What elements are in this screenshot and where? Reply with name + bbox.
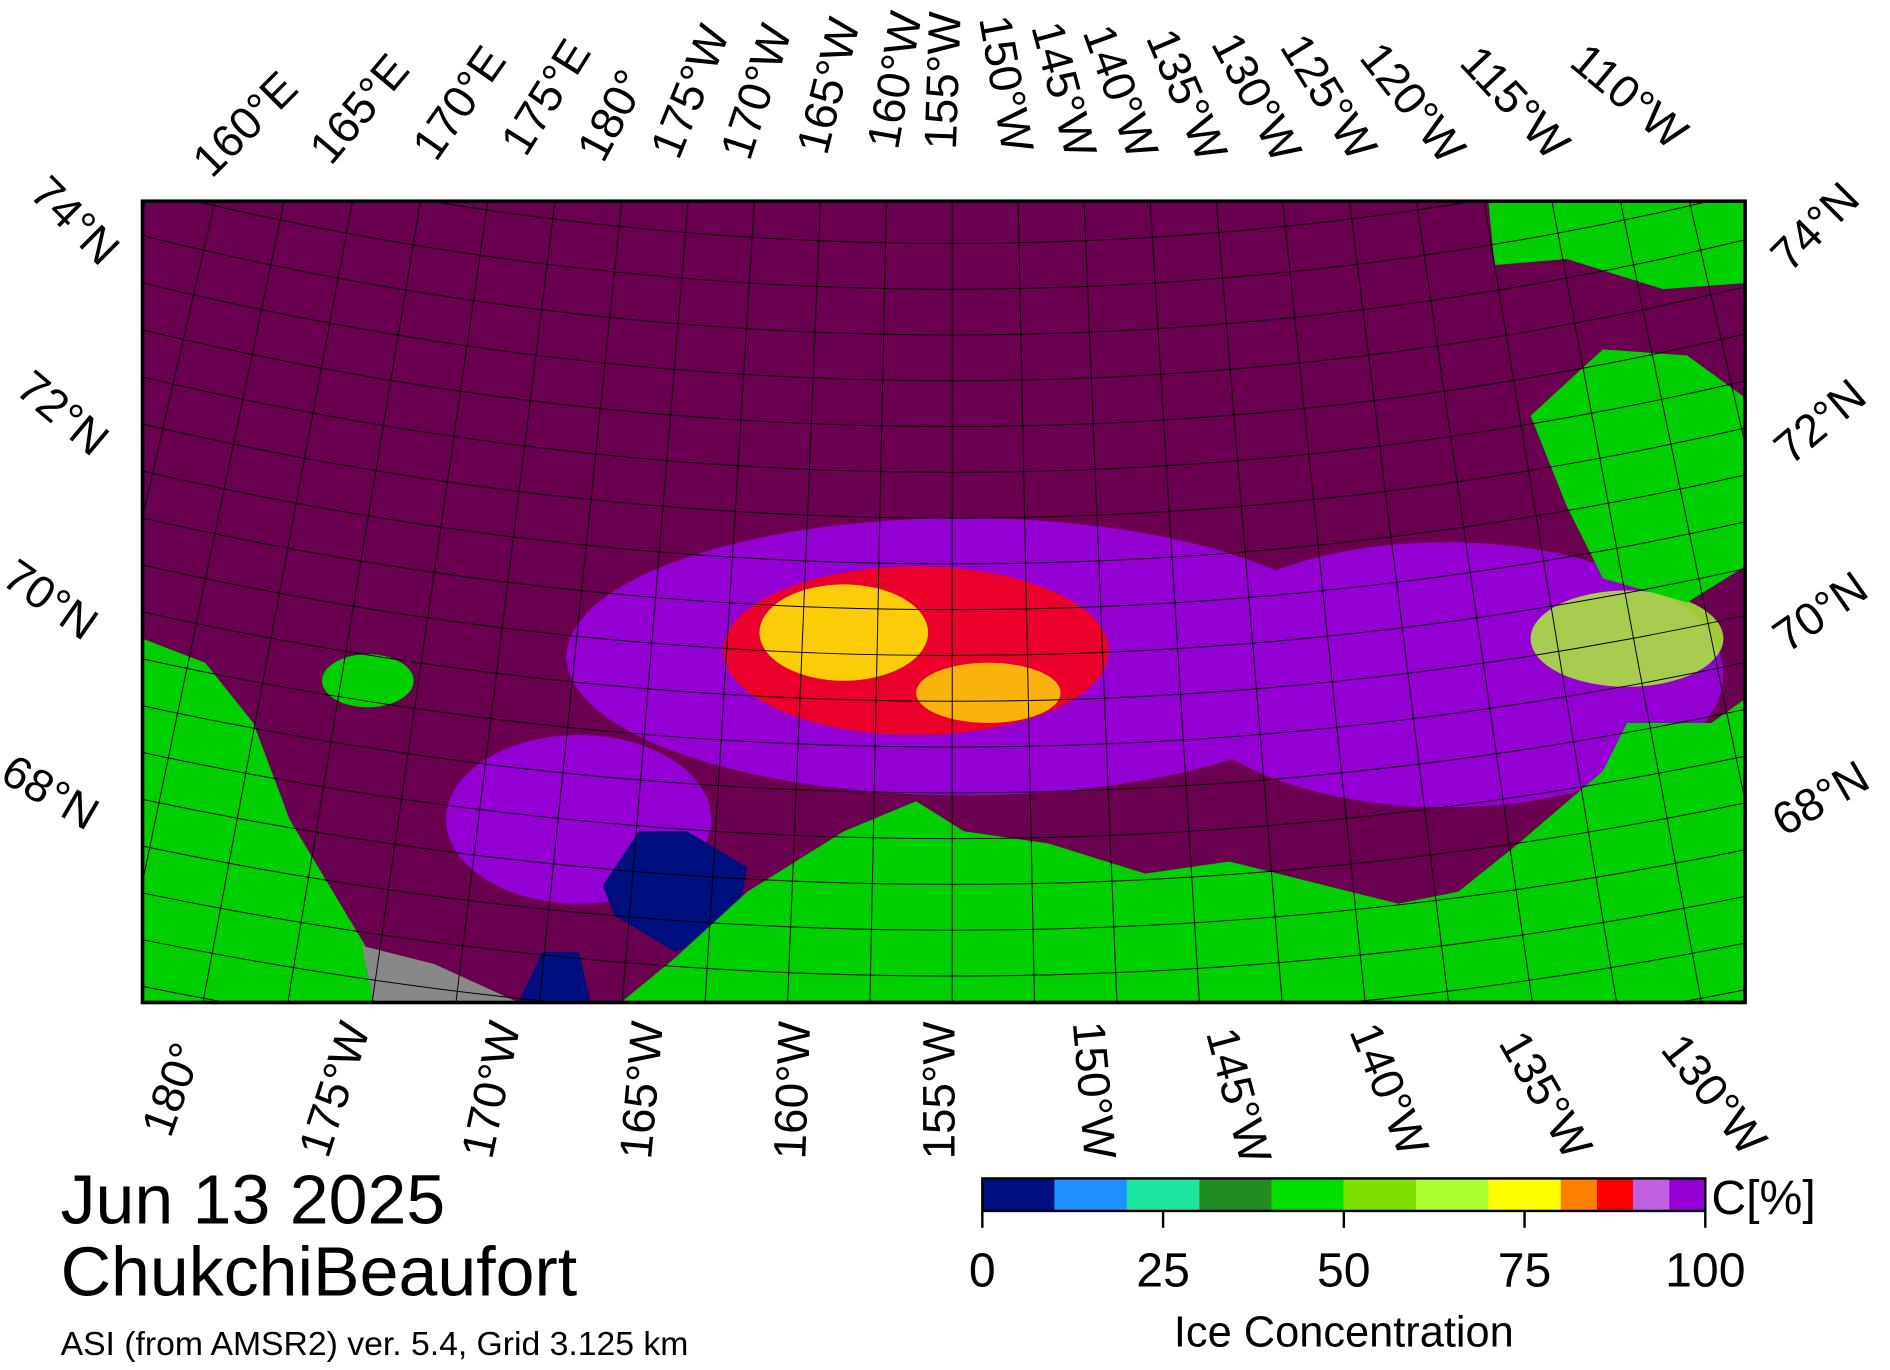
meridian: [142, 201, 285, 885]
lagoon: [518, 951, 591, 1003]
land: [620, 698, 1746, 1003]
meridian: [1746, 0, 1890, 1056]
meridian: [1805, 0, 1890, 1032]
meridian: [1215, 201, 1283, 1003]
colorbar-label: Ice Concentration: [1174, 1309, 1514, 1357]
meridian: [704, 201, 755, 1003]
meridian: [869, 201, 887, 1003]
colorbar-segment: [1596, 1178, 1634, 1211]
top-label: 155°W: [915, 10, 971, 150]
meridian: [287, 201, 421, 1003]
meridian: [1349, 201, 1450, 1003]
island: [1530, 349, 1746, 603]
colorbar-tick-label: 50: [1317, 1243, 1371, 1297]
colorbar-segment: [1054, 1178, 1127, 1211]
region: ChukchiBeaufort: [61, 1233, 578, 1311]
top-label: 110°W: [1561, 33, 1697, 159]
meridian: [202, 201, 354, 1003]
top-label: 115°W: [1451, 36, 1581, 170]
bottom-label: 155°W: [914, 1021, 965, 1160]
bottom-label: 145°W: [1196, 1022, 1281, 1169]
land-mask: [361, 945, 519, 1003]
colorbar-tick-label: 75: [1498, 1243, 1552, 1297]
colorbar-segment: [1633, 1178, 1670, 1211]
colorbar-segment: [1343, 1178, 1417, 1211]
bottom-label: 140°W: [1340, 1016, 1439, 1164]
left-label: 72°N: [7, 361, 118, 466]
ice-high: [759, 584, 929, 681]
colorbar-segment: [1126, 1178, 1200, 1211]
meridian: [371, 201, 489, 1003]
colorbar-tick-label: 25: [1136, 1243, 1190, 1297]
meridian: [621, 201, 689, 1003]
bottom-label: 160°W: [764, 1020, 820, 1160]
colorbar-frame: [981, 1177, 1707, 1213]
colorbar-segment: [1271, 1178, 1344, 1211]
meridian: [455, 201, 556, 1003]
bottom-label: 170°W: [452, 1016, 531, 1162]
right-label: 68°N: [1763, 751, 1877, 846]
left-label: 70°N: [0, 549, 107, 649]
map-frame: [140, 199, 1747, 1005]
colorbar-segment: [1669, 1178, 1706, 1211]
colorbar-segment: [1560, 1178, 1597, 1211]
colorbar-segment: [1416, 1178, 1489, 1211]
bottom-label: 180°: [132, 1036, 212, 1142]
colorbar-segment: [1488, 1178, 1561, 1211]
lagoon: [602, 831, 748, 952]
meridian: [1416, 201, 1533, 1003]
land: [142, 638, 398, 1003]
ice-high: [916, 662, 1061, 723]
meridian: [1483, 201, 1618, 1003]
left-label: 68°N: [0, 745, 107, 840]
ice-high: [1530, 590, 1724, 687]
meridian: [1017, 201, 1036, 1003]
bottom-label: 135°W: [1489, 1022, 1602, 1168]
meridian: [1282, 201, 1366, 1003]
bottom-label: 175°W: [289, 1015, 380, 1163]
bottom-label: 130°W: [1651, 1024, 1777, 1165]
colorbar-unit: C[%]: [1711, 1171, 1815, 1225]
bottom-label: 150°W: [1063, 1019, 1126, 1162]
map-area: [0, 0, 1890, 1056]
left-label: 74°N: [21, 166, 129, 274]
top-label: 160°E: [183, 62, 308, 187]
source: ASI (from AMSR2) ver. 5.4, Grid 3.125 km: [61, 1325, 689, 1363]
island: [322, 654, 414, 708]
right-label: 70°N: [1764, 562, 1877, 662]
colorbar-tick-label: 100: [1665, 1243, 1745, 1297]
colorbar-segment: [982, 1178, 1055, 1211]
right-label: 74°N: [1761, 172, 1869, 280]
top-label: 170°E: [402, 37, 516, 169]
colorbar-tick-label: 0: [969, 1243, 996, 1297]
meridian: [0, 0, 100, 1032]
colorbar-segment: [1199, 1178, 1272, 1211]
island: [1488, 201, 1746, 290]
top-label: 165°E: [299, 44, 419, 173]
meridian: [0, 0, 159, 1056]
meridian: [1551, 201, 1702, 1003]
bottom-label: 165°W: [610, 1018, 673, 1161]
meridian: [1149, 201, 1200, 1003]
date: Jun 13 2025: [61, 1160, 446, 1238]
meridian: [538, 201, 623, 1003]
meridian: [1619, 201, 1746, 804]
right-label: 72°N: [1764, 369, 1875, 474]
